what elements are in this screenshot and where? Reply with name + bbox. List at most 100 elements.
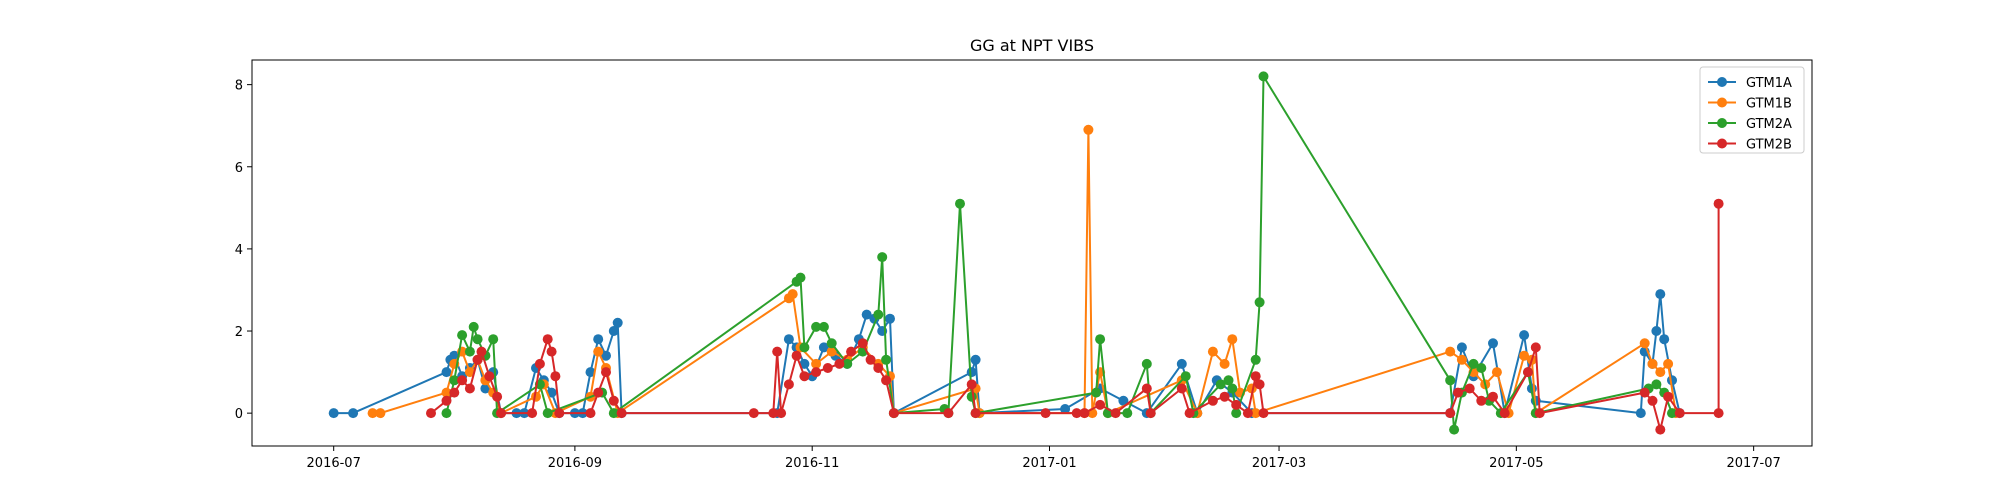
data-point-gtm2b	[1110, 408, 1121, 419]
legend: GTM1A GTM1B GTM2A GTM2B	[1699, 66, 1805, 154]
data-point-gtm2b	[768, 408, 779, 419]
data-point-gtm2b	[776, 408, 787, 419]
data-point-gtm2a	[881, 354, 892, 365]
legend-box	[1699, 66, 1805, 154]
legend-label-gtm2a: GTM2A	[1746, 117, 1792, 132]
data-point-gtm2b	[1071, 408, 1082, 419]
data-point-gtm2b	[1095, 399, 1106, 410]
data-point-gtm2b	[783, 379, 794, 390]
data-point-gtm2b	[484, 371, 495, 382]
y-tick-label: 4	[235, 243, 243, 258]
data-point-gtm2b	[1242, 408, 1253, 419]
data-point-gtm2b	[608, 395, 619, 406]
data-point-gtm2a	[1468, 358, 1479, 369]
y-axis: 0 2 4 6 8	[235, 79, 252, 422]
data-point-gtm2a	[1667, 408, 1677, 419]
data-point-gtm1a	[601, 350, 611, 361]
data-point-gtm2a	[468, 321, 479, 332]
legend-swatch-marker	[1717, 97, 1727, 108]
data-point-gtm1a	[1519, 330, 1530, 341]
data-point-gtm2a	[1476, 363, 1487, 373]
data-point-gtm1b	[464, 367, 475, 378]
data-point-gtm1b	[1519, 350, 1530, 361]
data-point-gtm2b	[601, 367, 611, 378]
data-point-gtm2b	[1476, 395, 1487, 406]
data-point-gtm2b	[527, 408, 538, 419]
data-point-gtm2b	[822, 363, 833, 373]
data-point-gtm2b	[1207, 395, 1218, 406]
legend-swatch-marker	[1717, 77, 1727, 87]
data-point-gtm2b	[616, 408, 627, 419]
data-point-gtm2a	[457, 330, 468, 341]
data-point-gtm1a	[1635, 408, 1646, 419]
data-point-gtm2b	[1141, 383, 1152, 394]
data-point-gtm1a	[608, 326, 619, 336]
data-point-gtm2b	[1530, 342, 1541, 353]
data-point-gtm1b	[441, 387, 452, 398]
data-point-gtm1b	[1456, 354, 1467, 365]
x-tick-label: 2017-05	[1489, 456, 1543, 471]
x-tick-label: 2017-07	[1726, 456, 1780, 471]
data-point-gtm2a	[1091, 387, 1102, 398]
data-point-gtm2b	[1534, 408, 1545, 419]
data-point-gtm2a	[1250, 354, 1261, 365]
data-point-gtm2a	[955, 198, 965, 209]
data-point-gtm1a	[1659, 334, 1670, 345]
plot-area	[328, 71, 1724, 435]
data-point-gtm2b	[846, 346, 857, 357]
data-point-gtm2b	[1176, 383, 1187, 394]
data-point-gtm2b	[748, 408, 759, 419]
data-point-gtm2b	[476, 346, 487, 357]
data-point-gtm2b	[1713, 408, 1724, 419]
data-point-gtm1b	[1647, 358, 1658, 369]
data-point-gtm2b	[585, 408, 596, 419]
data-point-gtm2a	[464, 346, 475, 357]
data-point-gtm2b	[1079, 408, 1090, 419]
data-point-gtm2b	[1231, 399, 1242, 410]
data-point-gtm2a	[608, 408, 619, 419]
data-point-gtm2b	[1713, 198, 1724, 209]
series-gtm2a	[441, 71, 1677, 435]
data-point-gtm2a	[1122, 408, 1133, 419]
data-point-gtm2b	[1523, 367, 1533, 378]
data-point-gtm1b	[1219, 358, 1230, 369]
data-point-gtm1b	[1491, 367, 1502, 378]
data-point-gtm2b	[1499, 408, 1510, 419]
data-point-gtm1a	[612, 317, 623, 328]
data-point-gtm2b	[1663, 391, 1674, 402]
data-point-gtm1b	[1250, 408, 1261, 419]
legend-swatch-marker	[1717, 138, 1727, 149]
data-point-gtm2a	[1227, 383, 1238, 394]
data-point-gtm1a	[885, 313, 895, 324]
data-point-gtm2a	[1141, 358, 1152, 369]
data-point-gtm2b	[811, 367, 822, 378]
data-point-gtm2b	[546, 346, 557, 357]
data-point-gtm1a	[348, 408, 359, 419]
data-point-gtm2a	[542, 408, 553, 419]
data-point-gtm1a	[1651, 326, 1662, 336]
data-point-gtm2b	[1258, 408, 1269, 419]
data-point-gtm2b	[449, 387, 460, 398]
data-point-gtm2b	[1647, 395, 1658, 406]
data-point-gtm1b	[1639, 338, 1650, 349]
data-point-gtm2b	[1464, 383, 1475, 394]
data-point-gtm2b	[834, 358, 845, 369]
data-point-gtm2a	[811, 321, 822, 332]
data-point-gtm2b	[1250, 371, 1261, 382]
data-point-gtm2b	[1488, 391, 1498, 402]
data-point-gtm2b	[542, 334, 553, 345]
data-point-gtm2a	[966, 391, 977, 402]
data-point-gtm2b	[496, 408, 506, 419]
data-point-gtm2b	[966, 379, 977, 390]
data-point-gtm2a	[449, 375, 460, 386]
data-point-gtm1a	[1655, 289, 1666, 300]
data-point-gtm1b	[1655, 367, 1666, 378]
x-tick-label: 2017-01	[1022, 456, 1076, 471]
data-point-gtm1a	[799, 358, 810, 369]
data-point-gtm2a	[1231, 408, 1242, 419]
data-point-gtm1b	[787, 289, 798, 300]
data-point-gtm1a	[1176, 358, 1187, 369]
legend-label-gtm1b: GTM1B	[1746, 97, 1792, 112]
